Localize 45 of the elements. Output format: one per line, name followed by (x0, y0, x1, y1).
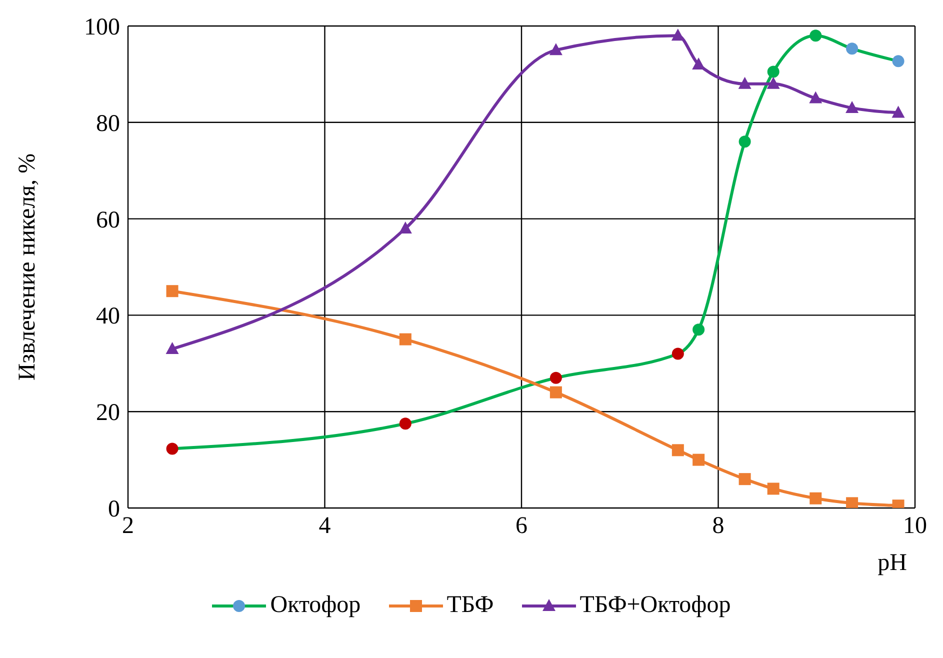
y-tick-label: 100 (84, 14, 120, 41)
point (399, 418, 412, 430)
point (672, 444, 684, 456)
point (671, 28, 684, 41)
point (809, 91, 822, 104)
point (692, 454, 705, 466)
point (846, 100, 859, 113)
point (550, 372, 562, 384)
point (892, 106, 905, 118)
point (767, 66, 780, 78)
y-axis-title: Извлечение никеля, % (14, 153, 41, 381)
point (810, 30, 822, 42)
point (166, 442, 178, 455)
point (692, 58, 706, 70)
point (892, 55, 904, 68)
y-tick-label: 20 (96, 400, 120, 426)
point (672, 348, 684, 360)
point (846, 42, 858, 55)
point (767, 482, 780, 495)
x-tick-label: 8 (712, 513, 724, 540)
point (398, 221, 412, 234)
point (810, 492, 822, 504)
y-tick-label: 0 (108, 496, 120, 523)
x-tick-label: 6 (516, 513, 528, 540)
point (738, 473, 751, 486)
y-tick-label: 60 (96, 207, 120, 234)
x-axis-title: pH (878, 550, 907, 576)
point (399, 333, 412, 346)
point (550, 386, 562, 398)
legend-label: ТБФ+Октофор (580, 592, 731, 619)
legend-label: Октофор (270, 592, 361, 619)
legend-label: ТБФ (446, 592, 494, 619)
point (846, 497, 858, 508)
x-tick-label: 4 (318, 513, 331, 540)
point (766, 76, 780, 89)
x-tick-label: 2 (122, 513, 134, 540)
point (738, 76, 752, 89)
point (549, 43, 562, 56)
y-tick-label: 40 (96, 304, 120, 330)
point (692, 324, 705, 336)
x-tick-label: 10 (903, 513, 927, 540)
y-tick-label: 80 (96, 110, 120, 137)
point (166, 285, 178, 298)
point (166, 342, 179, 354)
point (738, 136, 751, 148)
